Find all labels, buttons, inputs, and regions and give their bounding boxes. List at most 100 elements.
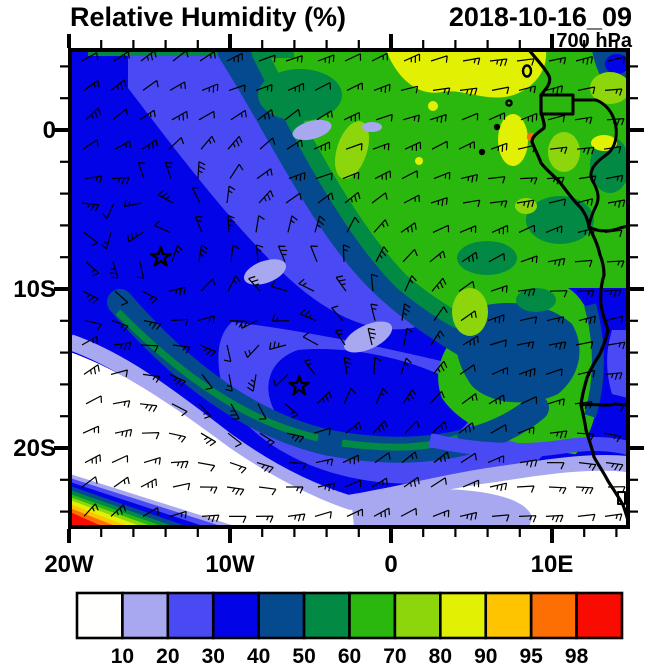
wind-barb [575,198,594,206]
colorbar-tick-label: 90 [474,645,497,667]
wind-barb [200,135,216,150]
colorbar-tick-label: 50 [292,645,315,667]
wind-barb [342,244,350,262]
rh-region [498,114,528,166]
wind-barb [487,455,505,464]
wind-barb [430,55,448,63]
wind-barb [140,344,159,353]
wind-barb [199,344,217,357]
rh-region [455,302,580,403]
wind-barb [83,231,98,247]
colorbar-tick-label: 98 [565,645,589,667]
wind-barb [549,146,568,154]
wind-barb [112,400,131,408]
plot-title: Relative Humidity (%) [70,2,346,32]
wind-barb [429,250,446,263]
walvis-bay-marker [617,491,626,505]
vortex-star-marker [288,374,310,396]
colorbar-cell [75,591,124,640]
x-axis-tick-label: 20W [44,551,94,578]
wind-barb [111,320,129,332]
wind-barb [244,344,260,358]
wind-barb [200,432,217,447]
y-axis-tick-label: 10S [13,276,56,303]
x-axis-tick-label: 10W [205,551,255,578]
wind-barb [346,216,360,233]
wind-barb [259,432,275,447]
wind-barb [258,486,277,496]
colorbar-tick-label: 40 [247,645,270,667]
wind-barb [230,109,247,121]
pressure-level-label: 700 hPa [556,30,632,52]
wind-barb [256,462,274,474]
wind-barb [85,107,102,121]
rh-region [590,137,628,193]
wind-barb [153,220,171,233]
wind-barb [431,421,448,434]
wind-barb [548,341,567,350]
wind-barb [199,486,218,494]
rh-region [457,241,517,275]
wind-barb [227,275,241,292]
rh-region [516,288,556,312]
wind-barb [433,306,448,321]
wind-barb [85,395,102,405]
wind-barb [315,172,333,181]
wind-barbs [81,50,626,524]
rh-region [605,54,628,74]
wind-barb [229,163,244,179]
wind-barb [402,389,417,405]
wind-barb [171,245,183,262]
colorbar-cell [439,591,488,640]
wind-barb [489,339,507,348]
wind-barb [241,320,258,329]
wind-barb [370,303,378,321]
wind-barb [574,259,593,268]
wind-barb [517,426,535,435]
wind-barb [230,403,240,420]
y-axis-tick-label: 0 [43,117,56,144]
wind-barb [137,162,146,179]
wind-barb [136,261,145,279]
wind-barb [519,177,538,185]
wind-barb [230,244,240,262]
wind-barb [431,140,448,150]
rh-region [70,512,104,527]
wind-barb [490,285,508,293]
wind-barb [342,454,360,465]
wind-barb [371,477,388,488]
wind-barb [110,504,127,517]
wind-barb [488,252,505,263]
wind-barb [200,278,216,292]
wind-barb [113,342,132,351]
wind-barb [546,462,565,470]
wind-barb [403,476,420,488]
wind-barb [83,80,100,91]
x-axis-tick-label: 0 [384,551,397,578]
wind-barb [371,52,388,62]
wind-barb [226,486,245,496]
wind-barb [227,214,236,233]
wind-barb [288,171,306,182]
wind-barb [248,275,261,292]
wind-barb [547,114,565,123]
rh-region [526,196,594,244]
wind-barb [430,197,448,207]
wind-barb [100,232,112,250]
wind-barb [603,289,622,297]
wind-barb [488,394,505,405]
rh-region [428,433,628,458]
wind-barb [606,118,625,126]
rh-region [70,352,628,527]
wind-barb [110,79,127,91]
wind-barb [298,278,315,292]
wind-barb [404,275,417,292]
wind-barb [287,513,306,522]
wind-barb [433,171,451,180]
wind-barb [546,316,565,324]
wind-barb [228,84,246,92]
wind-barb [404,420,420,434]
wind-barb [345,142,363,151]
wind-barb [373,83,391,93]
vortex-star-marker [150,246,172,267]
